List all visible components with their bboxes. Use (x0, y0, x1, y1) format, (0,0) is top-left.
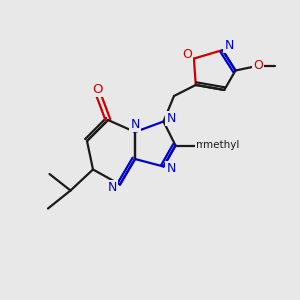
Text: methyl: methyl (196, 140, 233, 151)
Text: methyl: methyl (203, 140, 240, 150)
Text: N: N (166, 161, 176, 175)
Text: N: N (224, 39, 234, 52)
Text: O: O (253, 58, 262, 72)
Text: O: O (92, 83, 103, 96)
Text: O: O (182, 49, 192, 62)
Text: N: N (130, 118, 140, 131)
Text: N: N (166, 112, 176, 125)
Text: N: N (108, 181, 117, 194)
